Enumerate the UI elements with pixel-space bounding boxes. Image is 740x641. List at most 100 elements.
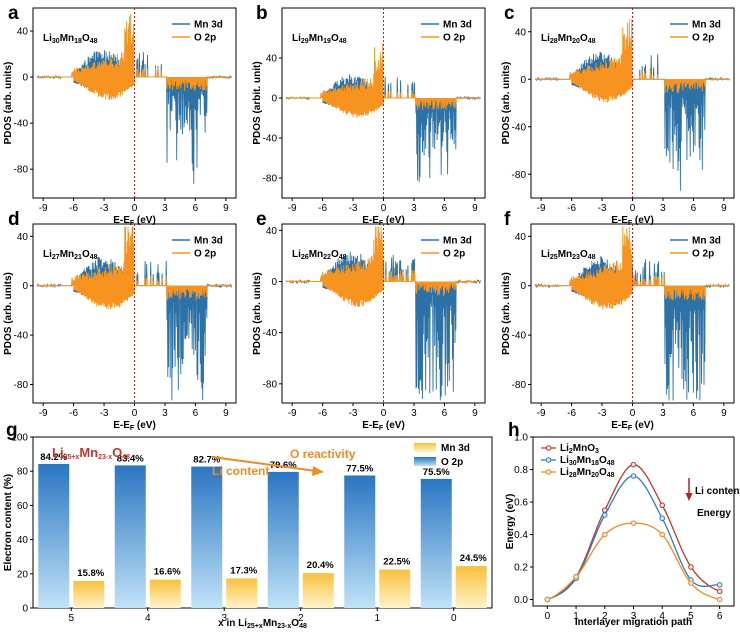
panel-label: e bbox=[256, 209, 267, 230]
value-label-o: 75.5% bbox=[423, 467, 450, 478]
x-axis-label: E-EF (eV) bbox=[362, 420, 405, 432]
bar-o-2p bbox=[191, 466, 223, 608]
bar-o-2p bbox=[38, 464, 70, 608]
y-tick-label: 60 bbox=[17, 501, 29, 512]
x-tick-label: 6 bbox=[691, 408, 697, 419]
y-tick-label: -40 bbox=[512, 122, 527, 133]
data-point bbox=[716, 582, 723, 588]
compound-label: Li29Mn19O48 bbox=[292, 33, 347, 45]
y-tick-label: -40 bbox=[14, 119, 29, 130]
legend-entry: Li2MnO3 bbox=[560, 443, 599, 455]
annotation-energy: Energy bbox=[697, 508, 731, 519]
y-tick-label: 1.0 bbox=[514, 433, 528, 444]
y-tick-label: 40 bbox=[17, 535, 29, 546]
compound-label: Li27Mn21O48 bbox=[43, 249, 98, 261]
panel-label: a bbox=[8, 3, 19, 24]
x-tick-label: 6 bbox=[691, 203, 697, 214]
x-tick-label: -9 bbox=[288, 203, 297, 214]
data-point bbox=[544, 596, 551, 603]
x-tick-label: 0 bbox=[132, 203, 138, 214]
y-axis-label: PDOS (arb. units) bbox=[501, 272, 512, 355]
legend-mn-3d: Mn 3d bbox=[441, 443, 470, 454]
x-tick-label: 6 bbox=[193, 203, 199, 214]
pdos-panel-d: d -9 -6 -3 0 3 6 9 40 0 -40 -80 E-EF (eV) PDOS (arb. … bbox=[3, 209, 237, 432]
panel-label: h bbox=[508, 420, 520, 441]
x-axis-label: x in Li25+xMn23-xO48 bbox=[218, 618, 307, 630]
bar-o-2p bbox=[344, 475, 376, 608]
legend-mn-3d: Mn 3d bbox=[692, 236, 721, 247]
x-tick-label: 5 bbox=[688, 611, 694, 622]
value-label-o: 82.7% bbox=[193, 455, 220, 466]
series-o-2p bbox=[534, 19, 730, 103]
panel-label: c bbox=[504, 3, 515, 24]
value-label-mn: 22.5% bbox=[383, 557, 410, 568]
panel-label: b bbox=[256, 3, 268, 24]
x-tick-label: 1 bbox=[374, 613, 380, 624]
x-tick-label: -9 bbox=[537, 408, 546, 419]
x-tick-label: 6 bbox=[717, 611, 723, 622]
x-tick-label: -6 bbox=[567, 408, 576, 419]
data-point bbox=[601, 531, 608, 538]
legend-o-2p: O 2p bbox=[692, 33, 714, 44]
annotation-li-content: Li content bbox=[695, 486, 740, 497]
legend-mn-3d: Mn 3d bbox=[194, 236, 223, 247]
legend-o-2p: O 2p bbox=[443, 249, 465, 260]
x-tick-label: 6 bbox=[442, 408, 448, 419]
bar-mn-3d bbox=[379, 569, 411, 608]
legend-o-2p: O 2p bbox=[194, 249, 216, 260]
x-tick-label: 1 bbox=[573, 611, 579, 622]
x-axis-label: E-EF (eV) bbox=[611, 420, 654, 432]
y-tick-label: -80 bbox=[263, 174, 278, 185]
y-tick-label: -40 bbox=[263, 328, 278, 339]
legend-entry: Li28Mn20O48 bbox=[560, 467, 615, 479]
bar-o-2p bbox=[267, 471, 299, 608]
legend-mn-3d: Mn 3d bbox=[692, 20, 721, 31]
pdos-panel-e: e -9 -6 -3 0 3 6 9 40 0 -40 -80 E-EF (eV) PDOS (arb. … bbox=[252, 209, 486, 432]
legend-o-2p: O 2p bbox=[443, 33, 465, 44]
y-tick-label: -80 bbox=[263, 379, 278, 390]
data-point bbox=[716, 588, 723, 595]
y-tick-label: -80 bbox=[14, 165, 29, 176]
y-tick-label: 0 bbox=[22, 604, 28, 615]
legend-marker bbox=[545, 445, 552, 451]
data-point bbox=[630, 520, 637, 526]
x-tick-label: -9 bbox=[39, 408, 48, 419]
data-point bbox=[659, 502, 666, 509]
y-tick-label: -40 bbox=[14, 331, 29, 342]
legend-mn-3d: Mn 3d bbox=[443, 236, 472, 247]
y-tick-label: -40 bbox=[512, 331, 527, 342]
y-tick-label: 40 bbox=[17, 232, 29, 243]
x-tick-label: -9 bbox=[537, 203, 546, 214]
data-point bbox=[688, 564, 694, 570]
y-tick-label: 0 bbox=[520, 281, 526, 292]
x-tick-label: -3 bbox=[349, 203, 358, 214]
x-tick-label: 0 bbox=[451, 613, 457, 624]
compound-label: Li26Mn22O48 bbox=[292, 249, 347, 261]
x-axis-label: Interlayer migration path bbox=[575, 617, 692, 628]
x-tick-label: -6 bbox=[69, 203, 78, 214]
panel-label: d bbox=[8, 209, 20, 230]
pdos-panel-f: f -9 -6 -3 0 3 6 9 40 0 -40 -80 E-EF (eV) PDOS (arb. … bbox=[501, 209, 735, 432]
y-tick-label: 0.2 bbox=[514, 563, 528, 574]
y-axis-label: Electron content (%) bbox=[3, 474, 14, 571]
value-label-o: 83.4% bbox=[117, 453, 144, 464]
legend-mn-3d: Mn 3d bbox=[194, 20, 223, 31]
bar-o-2p bbox=[114, 465, 146, 608]
x-tick-label: -3 bbox=[349, 408, 358, 419]
x-tick-label: 4 bbox=[145, 613, 151, 624]
y-tick-label: -80 bbox=[512, 170, 527, 181]
x-tick-label: 9 bbox=[472, 203, 478, 214]
bar-mn-3d bbox=[149, 579, 181, 608]
annotation-o-reactivity: O reactivity bbox=[290, 447, 356, 461]
x-tick-label: -6 bbox=[567, 203, 576, 214]
x-tick-label: 9 bbox=[223, 203, 229, 214]
li-content-arrow-head bbox=[685, 493, 693, 501]
data-point bbox=[688, 580, 694, 587]
legend-o-2p: O 2p bbox=[441, 457, 463, 468]
x-tick-label: -6 bbox=[69, 408, 78, 419]
value-label-mn: 24.5% bbox=[460, 553, 487, 564]
